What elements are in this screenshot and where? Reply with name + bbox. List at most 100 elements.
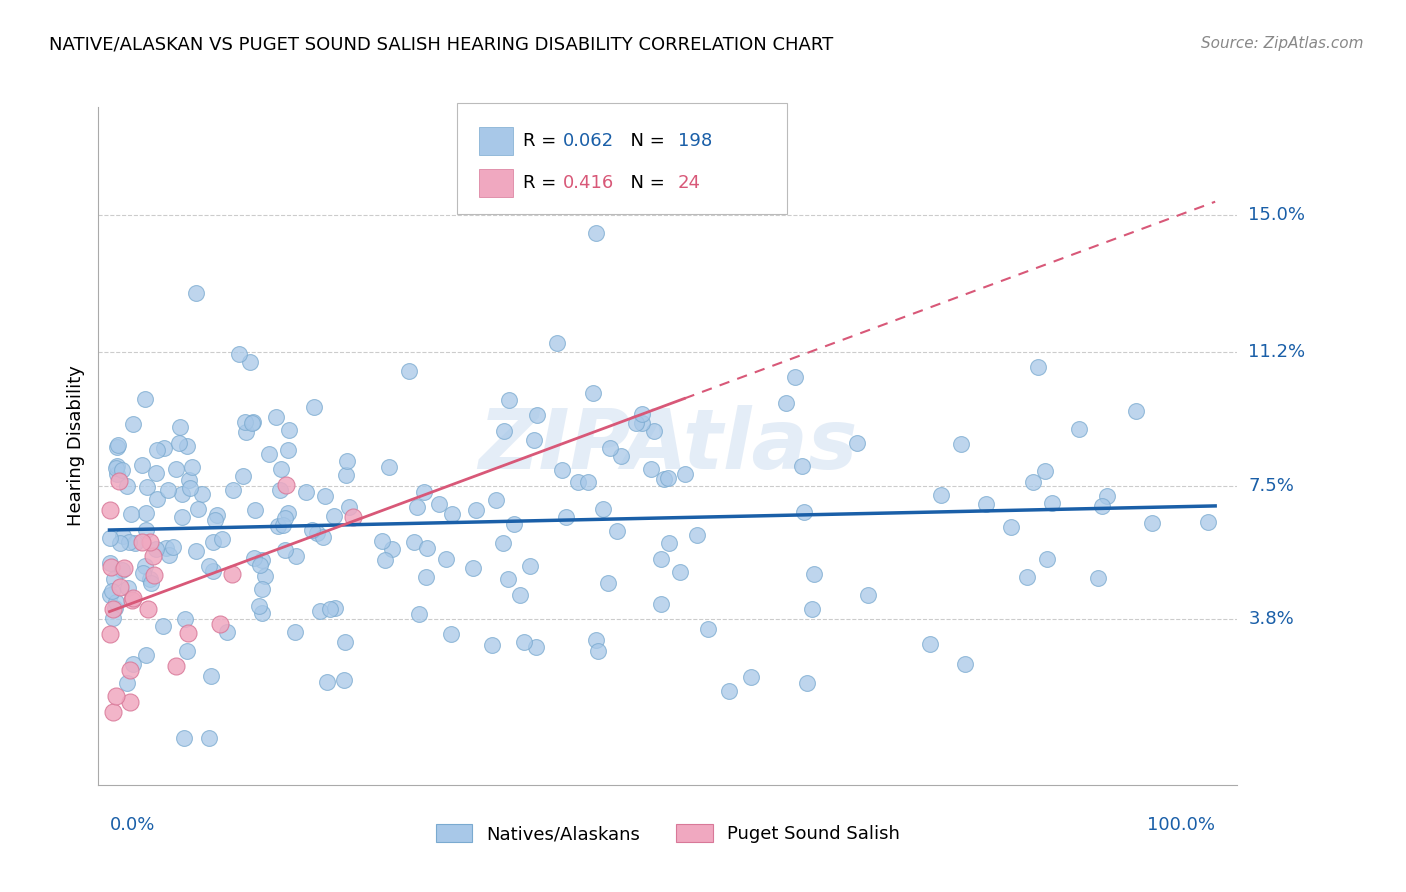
Point	[276, 478, 298, 492]
Point	[434, 552, 457, 566]
Point	[235, 425, 257, 440]
Point	[650, 551, 672, 566]
Point	[202, 564, 225, 578]
Point	[121, 417, 143, 431]
Point	[801, 602, 824, 616]
Point	[522, 433, 544, 447]
Point	[120, 507, 142, 521]
Point	[740, 670, 762, 684]
Point	[139, 576, 162, 591]
Point	[332, 673, 354, 687]
Point	[524, 640, 547, 654]
Point	[496, 573, 519, 587]
Point	[232, 468, 254, 483]
Point	[509, 588, 531, 602]
Point	[1040, 495, 1063, 509]
Point	[98, 531, 121, 545]
Point	[165, 659, 187, 673]
Text: 0.416: 0.416	[562, 174, 613, 192]
Point	[554, 510, 576, 524]
Point	[155, 541, 177, 555]
Point	[249, 558, 271, 573]
Point	[198, 731, 221, 745]
Y-axis label: Hearing Disability: Hearing Disability	[66, 366, 84, 526]
Point	[270, 462, 292, 476]
Point	[1036, 552, 1059, 566]
Point	[169, 435, 191, 450]
Point	[630, 416, 652, 430]
Point	[209, 616, 232, 631]
Point	[1017, 570, 1039, 584]
Point	[585, 633, 607, 648]
Point	[217, 624, 239, 639]
Point	[187, 502, 209, 516]
Point	[790, 458, 813, 473]
Point	[145, 467, 167, 481]
Text: 11.2%: 11.2%	[1249, 343, 1306, 361]
Point	[267, 518, 290, 533]
Text: 3.8%: 3.8%	[1249, 610, 1294, 628]
Point	[1125, 404, 1147, 418]
Point	[98, 502, 121, 516]
Point	[640, 462, 662, 476]
Point	[315, 675, 337, 690]
Point	[108, 536, 131, 550]
Point	[118, 695, 141, 709]
Point	[100, 560, 122, 574]
Point	[240, 416, 263, 430]
Point	[124, 536, 146, 550]
Point	[598, 576, 620, 591]
Point	[696, 622, 718, 636]
Point	[264, 410, 287, 425]
Point	[136, 480, 159, 494]
Point	[498, 392, 520, 407]
Point	[519, 558, 541, 573]
Point	[101, 583, 124, 598]
Point	[669, 566, 692, 580]
Point	[374, 552, 396, 566]
Text: 0.0%: 0.0%	[110, 815, 155, 833]
Point	[105, 689, 128, 703]
Point	[103, 572, 125, 586]
Point	[233, 415, 256, 429]
Point	[98, 556, 121, 570]
Point	[333, 635, 356, 649]
Point	[586, 644, 609, 658]
Point	[138, 535, 160, 549]
Point	[277, 506, 299, 520]
Point	[121, 591, 143, 605]
Point	[105, 441, 128, 455]
Point	[337, 500, 360, 514]
Point	[657, 471, 679, 485]
Point	[169, 420, 191, 434]
Point	[440, 627, 463, 641]
Point	[131, 535, 153, 549]
Point	[177, 473, 200, 487]
Point	[406, 500, 429, 514]
Point	[314, 489, 336, 503]
Point	[186, 286, 208, 301]
Point	[1035, 464, 1057, 478]
Text: ZIPAtlas: ZIPAtlas	[478, 406, 858, 486]
Point	[222, 483, 245, 498]
Point	[242, 551, 264, 566]
Point	[162, 541, 184, 555]
Point	[211, 532, 233, 546]
Point	[551, 462, 574, 476]
Point	[1022, 475, 1045, 489]
Point	[1140, 516, 1163, 530]
Point	[304, 400, 326, 414]
Point	[492, 424, 515, 438]
Point	[582, 385, 605, 400]
Point	[846, 436, 869, 450]
Point	[186, 544, 208, 558]
Point	[301, 523, 323, 537]
Point	[250, 582, 273, 596]
Text: N =: N =	[619, 132, 671, 150]
Point	[274, 542, 297, 557]
Point	[121, 593, 143, 607]
Point	[138, 602, 160, 616]
Point	[134, 392, 156, 407]
Point	[103, 601, 125, 615]
Point	[342, 509, 364, 524]
